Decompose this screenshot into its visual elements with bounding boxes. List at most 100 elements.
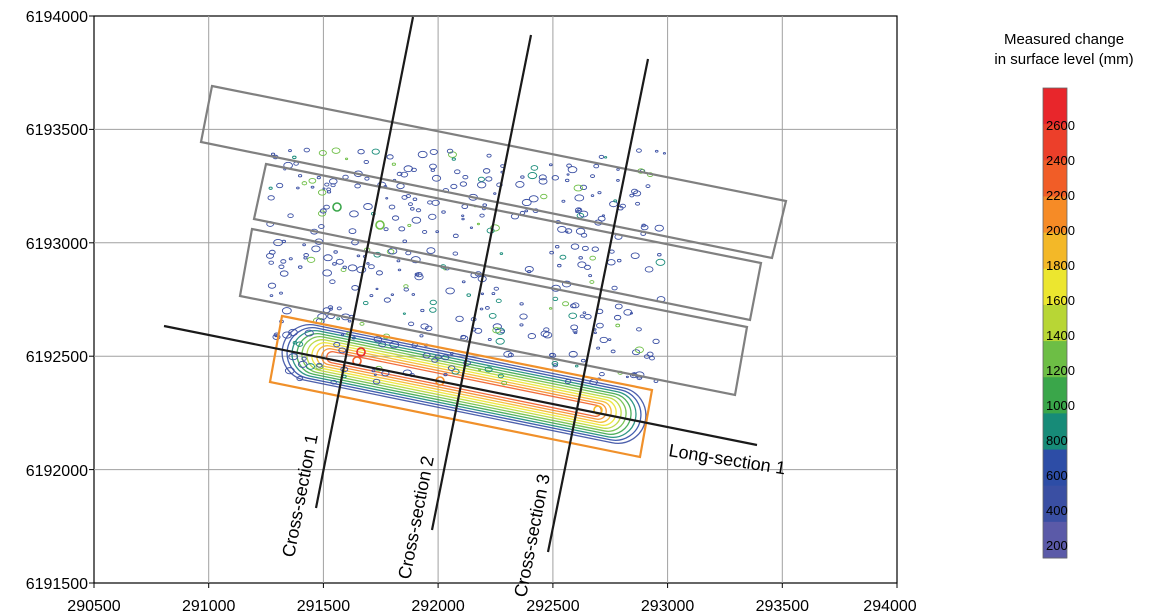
noise-contour xyxy=(273,238,284,247)
noise-contour xyxy=(452,233,459,239)
y-tick-label: 6193500 xyxy=(26,122,88,139)
noise-contour xyxy=(375,270,383,276)
noise-contour xyxy=(527,333,537,340)
noise-contour xyxy=(411,216,422,224)
noise-contour xyxy=(578,256,583,260)
noise-contour xyxy=(335,258,344,265)
noise-contour xyxy=(268,260,274,265)
noise-contour xyxy=(590,194,595,197)
noise-contour xyxy=(401,195,408,200)
noise-contour xyxy=(580,358,586,363)
legend-level-label: 1200 xyxy=(1046,363,1075,378)
noise-contour xyxy=(319,208,327,214)
noise-contour xyxy=(412,197,418,201)
y-tick-label: 6192000 xyxy=(26,463,88,480)
noise-contour xyxy=(575,227,586,235)
noise-contour xyxy=(402,312,406,315)
y-tick-label: 6191500 xyxy=(26,576,88,593)
cross-section-1-line xyxy=(314,16,415,509)
noise-contour xyxy=(415,271,423,278)
noise-contour xyxy=(410,207,415,211)
noise-contour xyxy=(371,369,376,373)
noise-contour xyxy=(396,171,403,177)
noise-contour xyxy=(301,356,307,361)
noise-contour xyxy=(566,173,570,176)
noise-contour xyxy=(568,350,578,358)
noise-contour xyxy=(634,346,644,354)
noise-contour xyxy=(575,210,579,213)
noise-contour xyxy=(478,368,482,371)
noise-contour xyxy=(486,153,492,158)
noise-contour xyxy=(590,174,596,178)
contour-line xyxy=(296,333,632,435)
noise-contour xyxy=(616,168,620,171)
y-tick-label: 6194000 xyxy=(26,9,88,26)
cross-section-2-line xyxy=(430,34,533,531)
legend-colour-band xyxy=(1043,521,1067,559)
noise-contour xyxy=(388,204,396,210)
noise-contour xyxy=(318,224,325,229)
noise-contour xyxy=(577,208,582,211)
noise-contour xyxy=(593,331,597,335)
noise-contour xyxy=(575,207,583,213)
noise-contour xyxy=(443,372,448,377)
noise-contour xyxy=(446,148,454,154)
noise-contour xyxy=(308,177,317,184)
noise-contour xyxy=(540,193,548,200)
noise-contour xyxy=(303,256,308,260)
section-lines xyxy=(163,16,758,553)
legend-level-label: 800 xyxy=(1046,433,1068,448)
noise-contour xyxy=(452,251,459,256)
noise-contour xyxy=(338,347,347,354)
noise-contour xyxy=(279,291,283,295)
colour-bar-labels: 2600 2400 2200 2000 1800 1600 1400 1200 … xyxy=(1046,118,1075,553)
contour-line xyxy=(306,339,622,429)
noise-contour xyxy=(349,210,359,218)
noise-contour xyxy=(270,152,276,156)
noise-contour xyxy=(630,252,640,259)
legend-colour-band xyxy=(1043,268,1067,306)
noise-contour xyxy=(559,254,567,260)
noise-contour xyxy=(497,373,504,379)
noise-contour xyxy=(297,360,308,368)
noise-contour xyxy=(435,230,440,234)
noise-contour xyxy=(598,154,605,159)
noise-contour xyxy=(331,147,341,154)
noise-contour xyxy=(369,294,374,298)
noise-contour xyxy=(397,268,402,272)
noise-contour xyxy=(431,199,440,206)
noise-contour xyxy=(552,296,559,302)
noise-contour xyxy=(400,171,409,178)
noise-contour xyxy=(589,255,596,261)
noise-contour xyxy=(429,163,437,170)
hotspot-contour xyxy=(332,202,342,212)
noise-contour xyxy=(434,354,442,360)
noise-contour xyxy=(584,264,591,270)
noise-contour xyxy=(515,181,525,188)
contour-line xyxy=(321,348,607,420)
legend-level-label: 2000 xyxy=(1046,223,1075,238)
noise-contour xyxy=(390,293,395,296)
noise-contour xyxy=(383,227,389,232)
noise-contour xyxy=(564,228,573,234)
noise-contour xyxy=(593,163,600,169)
noise-contour xyxy=(357,149,365,155)
legend-level-label: 2600 xyxy=(1046,118,1075,133)
noise-contour xyxy=(450,352,454,355)
noise-contour xyxy=(476,222,480,226)
noise-contour xyxy=(662,152,666,155)
noise-contour xyxy=(389,341,400,349)
noise-contour xyxy=(316,362,323,368)
noise-contour xyxy=(362,300,369,306)
noise-contour xyxy=(348,228,357,235)
noise-contour xyxy=(492,323,502,331)
noise-contour xyxy=(420,323,429,330)
noise-contour xyxy=(407,223,412,227)
noise-contour xyxy=(604,156,608,159)
noise-contour xyxy=(549,250,555,255)
noise-contour xyxy=(501,380,508,386)
noise-contour xyxy=(616,178,620,182)
noise-contour xyxy=(402,239,408,243)
x-tick-label: 293500 xyxy=(756,598,809,615)
noise-contour xyxy=(459,181,468,187)
